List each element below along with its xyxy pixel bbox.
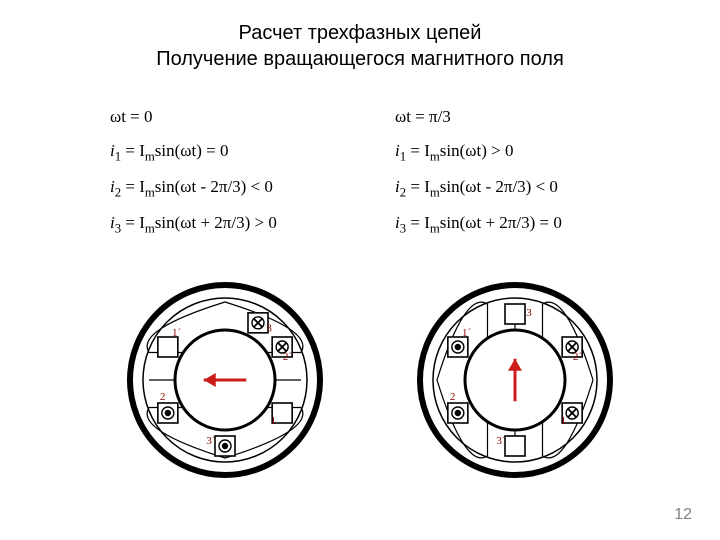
eq-wt-left: ωt = 0 <box>110 100 370 134</box>
page-number: 12 <box>674 506 692 524</box>
eq-i2-left: i2 = Imsin(ωt - 2π/3) < 0 <box>110 170 370 206</box>
slide-title-1: Расчет трехфазных цепей <box>0 20 720 46</box>
eq-i3-right: i3 = Imsin(ωt + 2π/3) = 0 <box>395 206 655 242</box>
eq-wt-right: ωt = π/3 <box>395 100 655 134</box>
stator-diagram-right: 3 2´ 1 3´ 2 1´ <box>400 265 640 495</box>
svg-text:2: 2 <box>450 391 456 403</box>
slide-title-2: Получение вращающегося магнитного поля <box>0 46 720 72</box>
equations-right: ωt = π/3 i1 = Imsin(ωt) > 0 i2 = Imsin(ω… <box>395 100 655 242</box>
svg-text:2´: 2´ <box>283 351 293 363</box>
svg-text:3´: 3´ <box>206 435 216 447</box>
stator-diagram-left: 3 2´ 1 3´ 2 1´ <box>110 265 350 495</box>
svg-text:3: 3 <box>266 323 272 335</box>
svg-text:3´: 3´ <box>496 435 506 447</box>
svg-text:2: 2 <box>160 391 166 403</box>
eq-i1-right: i1 = Imsin(ωt) > 0 <box>395 134 655 170</box>
eq-i2-right: i2 = Imsin(ωt - 2π/3) < 0 <box>395 170 655 206</box>
equations-left: ωt = 0 i1 = Imsin(ωt) = 0 i2 = Imsin(ωt … <box>110 100 370 242</box>
svg-text:1´: 1´ <box>172 327 182 339</box>
svg-text:2´: 2´ <box>573 351 583 363</box>
svg-text:1: 1 <box>271 415 277 427</box>
svg-text:1´: 1´ <box>462 327 472 339</box>
eq-i3-left: i3 = Imsin(ωt + 2π/3) > 0 <box>110 206 370 242</box>
svg-text:3: 3 <box>526 307 532 319</box>
svg-text:1: 1 <box>561 415 567 427</box>
eq-i1-left: i1 = Imsin(ωt) = 0 <box>110 134 370 170</box>
